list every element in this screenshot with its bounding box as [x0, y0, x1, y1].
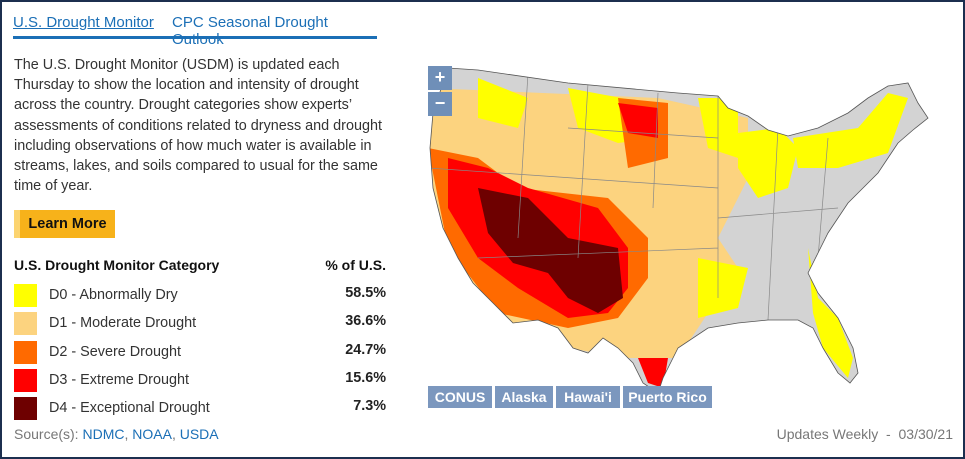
zoom-out-button[interactable]: − — [428, 92, 452, 116]
tab-bar: U.S. Drought Monitor CPC Seasonal Drough… — [13, 14, 377, 48]
legend-item: D3 - Extreme Drought 15.6% — [14, 368, 386, 393]
legend-swatch — [14, 284, 37, 307]
tab-cpc-seasonal-outlook[interactable]: CPC Seasonal Drought Outlook — [172, 14, 328, 48]
us-outline — [429, 67, 929, 394]
drought-map[interactable] — [418, 58, 963, 413]
region-button-conus[interactable]: CONUS — [428, 386, 492, 408]
legend-label: D2 - Severe Drought — [49, 343, 181, 360]
legend-percent-header: % of U.S. — [325, 257, 386, 273]
update-info: Updates Weekly - 03/30/21 — [776, 426, 953, 442]
region-button-hawaii[interactable]: Hawai'i — [556, 386, 620, 408]
legend-item: D2 - Severe Drought 24.7% — [14, 340, 386, 365]
legend-label: D3 - Extreme Drought — [49, 371, 189, 388]
zoom-in-button[interactable]: + — [428, 66, 452, 90]
source-link-ndmc[interactable]: NDMC — [82, 426, 125, 442]
legend-value: 58.5% — [345, 285, 386, 301]
legend-label: D4 - Exceptional Drought — [49, 400, 210, 417]
d4-area — [478, 188, 623, 313]
region-button-alaska[interactable]: Alaska — [495, 386, 553, 408]
legend-swatch — [14, 312, 37, 336]
legend-header: U.S. Drought Monitor Category % of U.S. — [14, 257, 386, 273]
legend-swatch — [14, 397, 37, 421]
learn-more-button[interactable]: Learn More — [14, 210, 115, 238]
legend-swatch — [14, 340, 37, 364]
legend-value: 36.6% — [345, 313, 386, 330]
region-button-puerto-rico[interactable]: Puerto Rico — [623, 386, 712, 408]
legend-label: D1 - Moderate Drought — [49, 315, 197, 332]
legend-label: D0 - Abnormally Dry — [49, 287, 178, 303]
state-borders — [430, 72, 839, 321]
sources-label: Source(s): — [14, 426, 79, 442]
legend-item: D4 - Exceptional Drought 7.3% — [14, 397, 386, 421]
source-link-usda[interactable]: USDA — [179, 426, 219, 442]
legend-value: 24.7% — [345, 341, 386, 358]
sources: Source(s): NDMC, NOAA, USDA — [14, 426, 219, 442]
legend-swatch — [14, 368, 37, 392]
legend-category-header: U.S. Drought Monitor Category — [14, 257, 220, 273]
legend-value: 15.6% — [345, 369, 386, 386]
legend-item: D0 - Abnormally Dry 58.5% — [14, 284, 386, 308]
legend-item: D1 - Moderate Drought 36.6% — [14, 312, 386, 336]
d0-area — [478, 78, 908, 378]
source-link-noaa[interactable]: NOAA — [132, 426, 172, 442]
legend-value: 7.3% — [353, 398, 386, 415]
description: The U.S. Drought Monitor (USDM) is updat… — [14, 57, 382, 195]
tab-us-drought-monitor[interactable]: U.S. Drought Monitor — [13, 14, 154, 31]
